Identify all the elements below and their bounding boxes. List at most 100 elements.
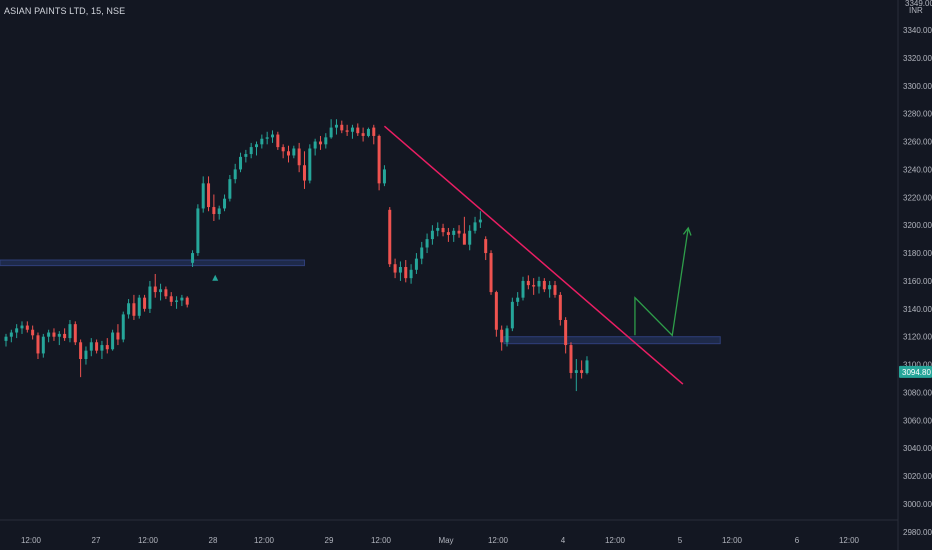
candle	[105, 338, 109, 354]
candle	[111, 329, 115, 351]
y-tick-label: 3140.00	[903, 305, 932, 314]
candle-body	[484, 239, 488, 254]
candle	[420, 241, 424, 265]
trendline	[383, 125, 684, 385]
y-tick-label: 3160.00	[903, 277, 932, 286]
y-tick-label: 3260.00	[903, 138, 932, 147]
last-price-value: 3094.80	[902, 368, 931, 377]
projection-arrow-head	[682, 226, 692, 236]
y-tick-label: 3120.00	[903, 333, 932, 342]
candle-body	[430, 230, 434, 240]
candle	[175, 296, 179, 309]
candle	[558, 292, 562, 326]
candle	[159, 283, 163, 301]
candle-body	[228, 179, 232, 199]
candle	[340, 120, 344, 134]
candle-body	[409, 269, 413, 279]
candle	[537, 276, 541, 294]
candle	[446, 227, 450, 242]
candle-body	[148, 286, 152, 309]
candle-body	[569, 345, 573, 373]
candle-body	[159, 289, 163, 293]
candle-body	[233, 169, 237, 180]
candle-body	[217, 208, 221, 215]
candle-body	[393, 264, 397, 273]
x-tick-label: 28	[209, 536, 218, 545]
candle-body	[532, 285, 536, 287]
candle-body	[63, 333, 67, 339]
candle	[217, 205, 221, 220]
candle-body	[318, 141, 322, 145]
candle-body	[25, 325, 29, 330]
candle-body	[462, 233, 466, 245]
candle-body	[297, 148, 301, 166]
candle-body	[574, 370, 578, 373]
candle-body	[553, 285, 557, 295]
x-tick-label: 12:00	[138, 536, 159, 545]
y-tick-label: 3300.00	[903, 82, 932, 91]
candle-body	[468, 230, 472, 245]
candle	[207, 176, 211, 212]
candle	[52, 328, 56, 341]
candle-body	[425, 239, 429, 248]
x-tick-label: 27	[92, 536, 101, 545]
candle	[249, 142, 253, 159]
candle-body	[143, 297, 147, 309]
candle	[15, 324, 19, 339]
candle	[494, 290, 498, 337]
candle-body	[334, 124, 338, 128]
candle-body	[79, 342, 83, 360]
candle	[137, 294, 141, 319]
support-zone-2	[503, 336, 721, 345]
candle-body	[345, 130, 349, 132]
candle-body	[302, 165, 306, 181]
candle	[132, 294, 136, 320]
candle-body	[132, 303, 136, 316]
projection-path	[634, 227, 689, 337]
candle-body	[89, 342, 93, 351]
candle	[212, 194, 216, 221]
candle-body	[207, 183, 211, 208]
candle	[382, 165, 386, 187]
x-tick-label: 5	[678, 536, 683, 545]
candle-body	[521, 280, 525, 298]
y-tick-label: 3340.00	[903, 26, 932, 35]
candle	[372, 124, 376, 145]
x-tick-label: 12:00	[839, 536, 860, 545]
candle-body	[137, 297, 141, 316]
candle-body	[414, 258, 418, 270]
candle-body	[105, 345, 109, 350]
candle-body	[446, 232, 450, 235]
candle	[281, 144, 285, 159]
candle	[542, 278, 546, 293]
y-tick-label: 3060.00	[903, 416, 932, 425]
y-tick-label: 3080.00	[903, 388, 932, 397]
candle	[276, 131, 280, 150]
candle-body	[36, 335, 40, 354]
candle-body	[398, 267, 402, 273]
candle	[356, 123, 360, 136]
candle	[47, 329, 51, 343]
candle-body	[281, 147, 285, 152]
candle-body	[420, 247, 424, 259]
x-tick-label: May	[438, 536, 453, 545]
y-tick-label: 3000.00	[903, 500, 932, 509]
candle-body	[68, 324, 72, 339]
candle-body	[191, 253, 195, 263]
candle	[292, 145, 296, 159]
candle-body	[47, 332, 51, 337]
candle	[180, 294, 184, 307]
candle-body	[127, 303, 131, 315]
candle	[164, 286, 168, 300]
candle	[143, 294, 147, 312]
candle	[569, 342, 573, 379]
candle	[201, 176, 205, 213]
candle-body	[558, 294, 562, 320]
candle-body	[52, 332, 56, 337]
candle-body	[404, 267, 408, 279]
candle	[265, 131, 269, 145]
candle-body	[244, 154, 248, 157]
candle	[430, 225, 434, 245]
